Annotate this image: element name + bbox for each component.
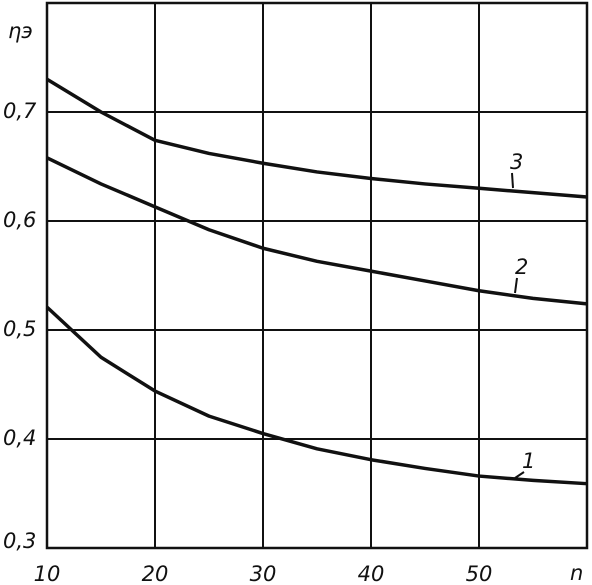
- label-leader: [514, 471, 525, 479]
- x-tick-label: 20: [142, 562, 169, 585]
- x-axis-label: n: [570, 561, 583, 585]
- label-leader: [511, 172, 514, 189]
- x-tick-label: 10: [34, 562, 61, 585]
- y-tick-label: 0,6: [3, 208, 36, 232]
- x-tick-label: 50: [466, 562, 493, 585]
- y-tick-label: 0,4: [3, 426, 36, 450]
- y-tick-label: 0,7: [3, 99, 37, 123]
- label-leader: [514, 277, 518, 294]
- line-series: [45, 305, 588, 486]
- plot-frame: [45, 1, 589, 550]
- y-tick-label: 0,5: [3, 317, 36, 341]
- y-tick-label: 0,3: [3, 529, 36, 553]
- series-label: 2: [515, 255, 528, 279]
- series-label: 1: [522, 449, 535, 473]
- line-series: [46, 77, 588, 199]
- series-label: 3: [510, 150, 523, 174]
- y-axis-label: ηэ: [8, 19, 33, 43]
- line-series: [46, 156, 588, 306]
- x-tick-label: 40: [358, 562, 385, 585]
- x-tick-label: 30: [250, 562, 277, 585]
